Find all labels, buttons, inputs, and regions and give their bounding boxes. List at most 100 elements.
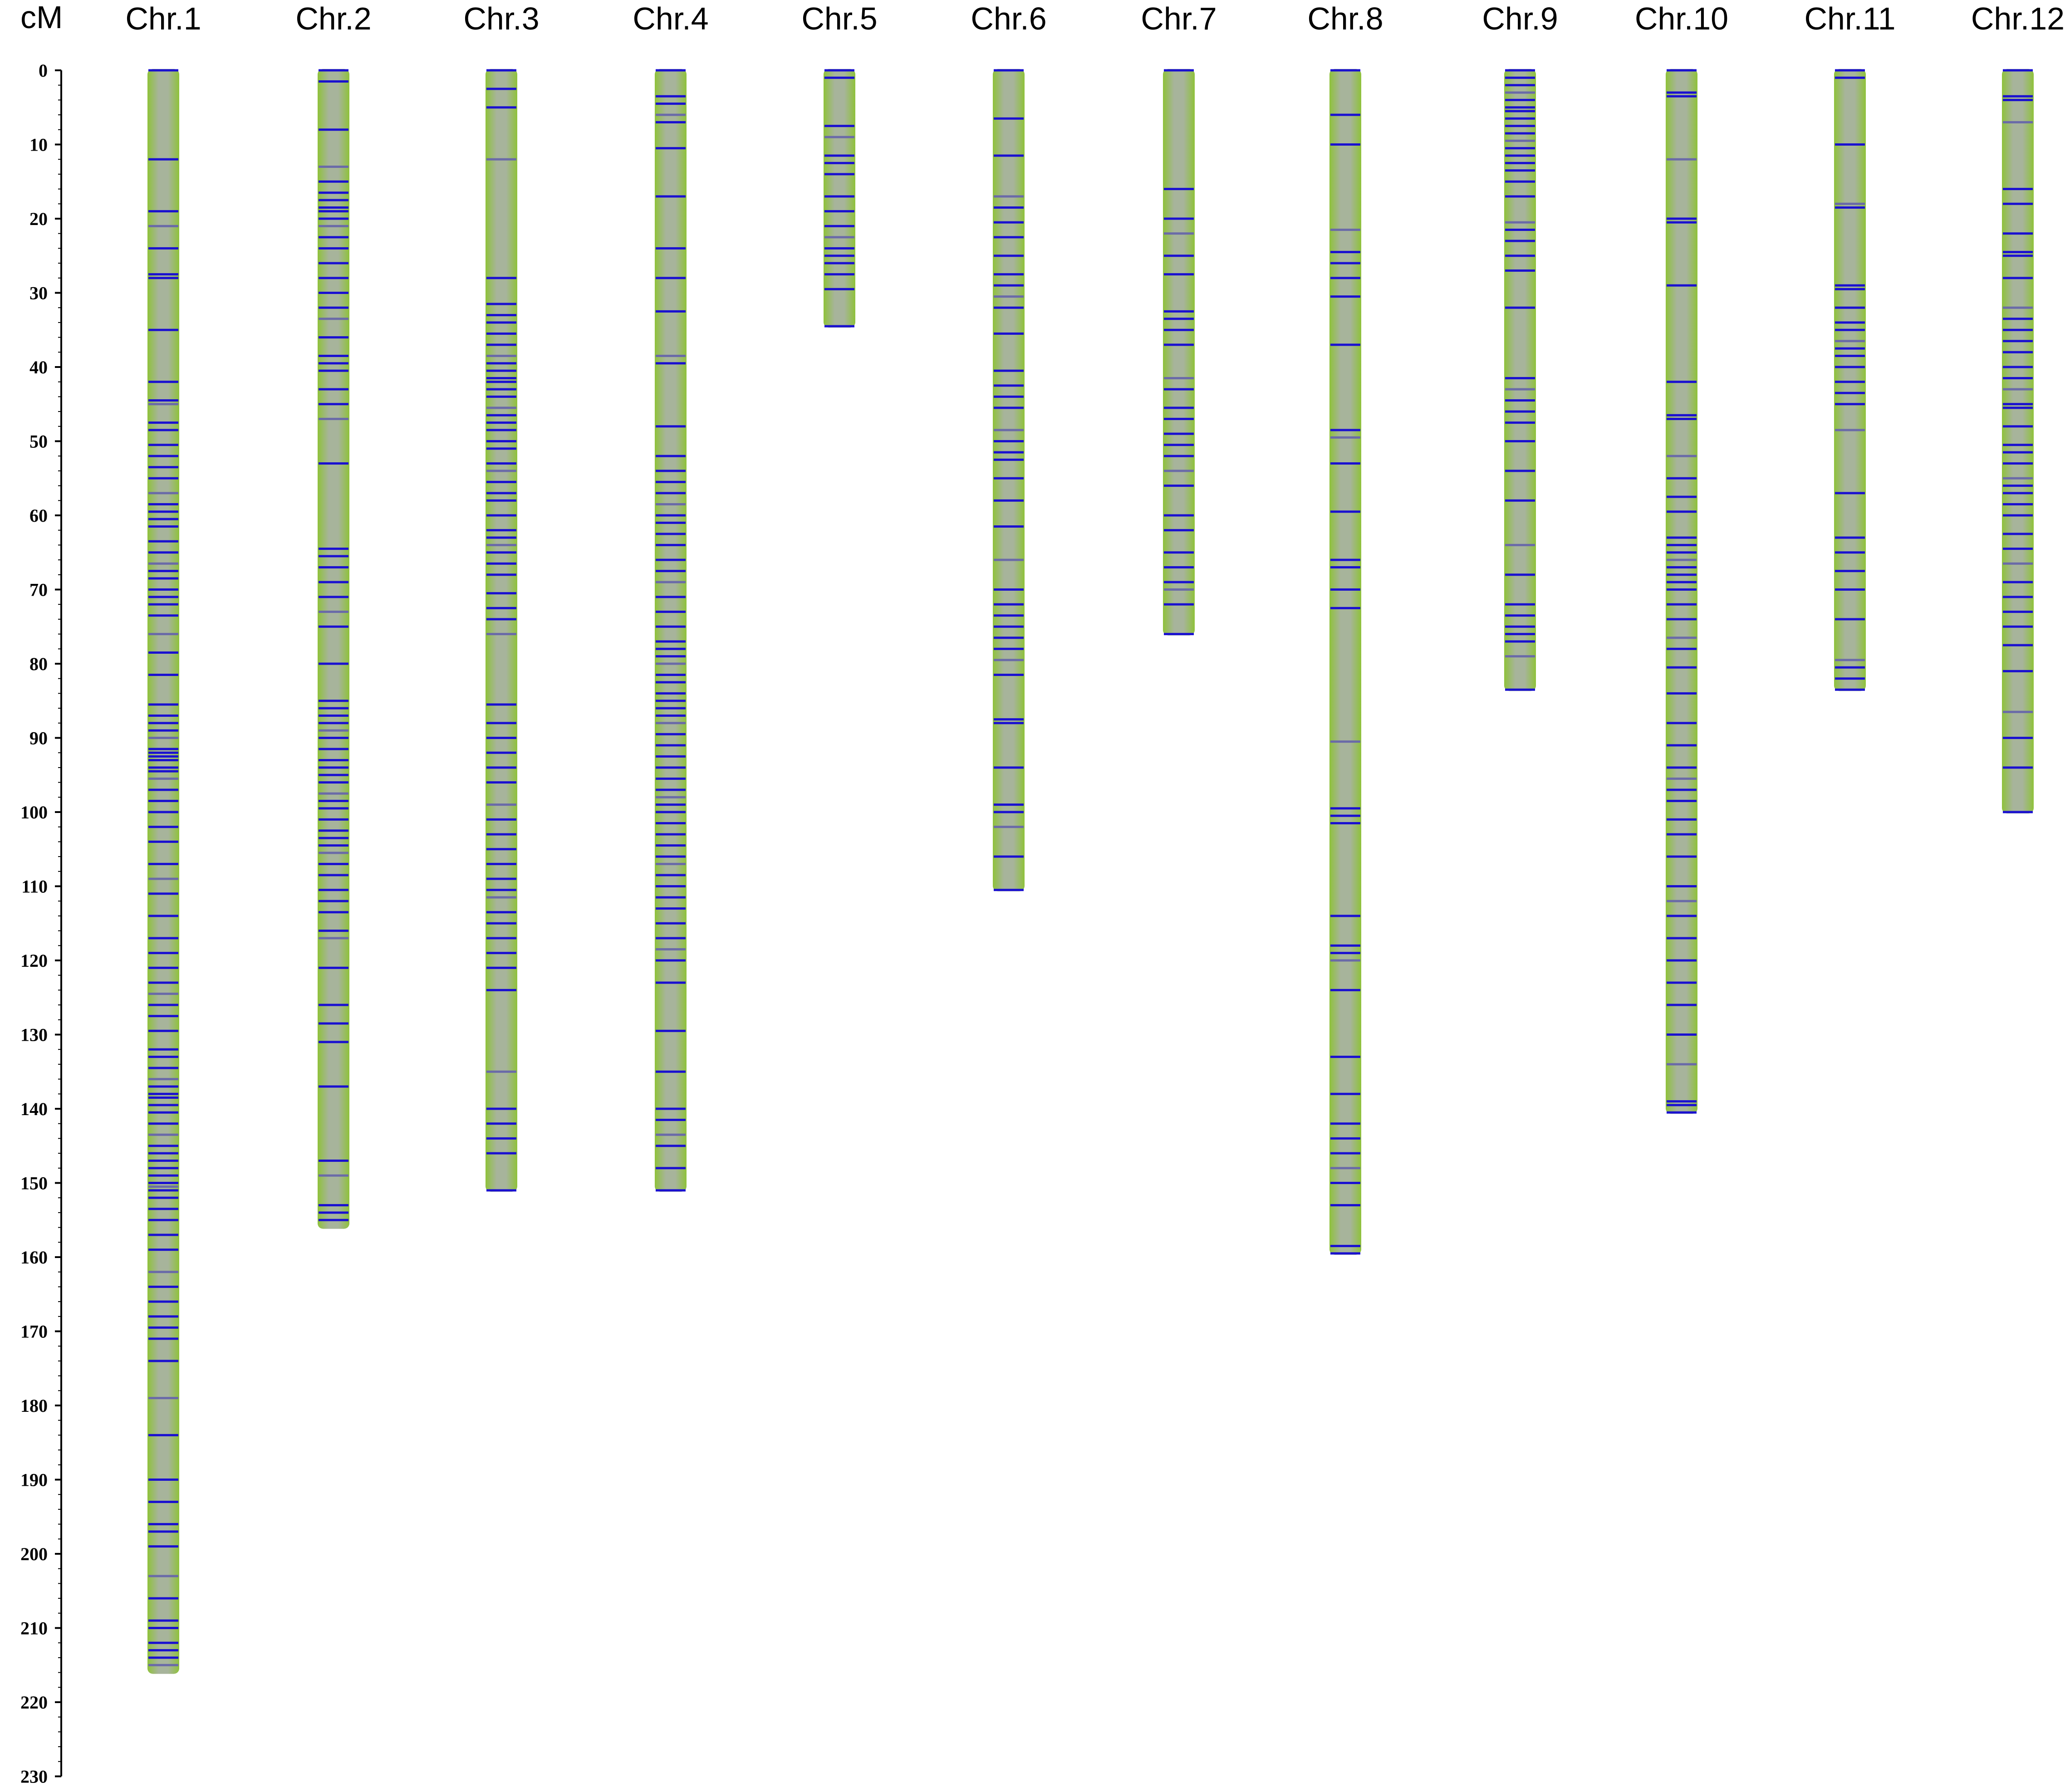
marker <box>319 748 348 750</box>
marker <box>319 1041 348 1043</box>
marker <box>319 362 348 365</box>
marker <box>1505 377 1535 380</box>
marker <box>148 703 178 706</box>
marker <box>486 354 516 357</box>
marker <box>486 751 516 754</box>
marker <box>148 1078 178 1081</box>
marker <box>656 707 686 710</box>
marker <box>148 651 178 654</box>
marker <box>319 548 348 550</box>
marker <box>148 981 178 984</box>
marker <box>486 514 516 517</box>
marker <box>2003 444 2033 446</box>
marker <box>656 855 686 858</box>
marker <box>1505 125 1535 127</box>
marker <box>1667 981 1697 984</box>
marker <box>656 195 686 198</box>
marker <box>656 862 686 865</box>
marker <box>148 1234 178 1236</box>
marker <box>2003 644 2033 646</box>
marker <box>1835 206 1865 209</box>
marker <box>1835 306 1865 309</box>
marker <box>319 1085 348 1088</box>
marker <box>656 1107 686 1110</box>
marker <box>2003 514 2033 517</box>
marker <box>1505 110 1535 113</box>
marker <box>148 1300 178 1303</box>
marker <box>319 292 348 294</box>
marker <box>824 76 854 79</box>
marker <box>486 803 516 806</box>
marker <box>319 354 348 357</box>
marker <box>1330 1252 1360 1255</box>
marker <box>824 69 854 72</box>
marker <box>1505 603 1535 606</box>
marker <box>1330 462 1360 465</box>
marker <box>1164 566 1194 568</box>
marker <box>824 210 854 213</box>
marker <box>319 262 348 264</box>
marker <box>656 1133 686 1136</box>
chromosome-10 <box>1666 69 1697 1114</box>
axis-tick-label: 60 <box>29 505 48 526</box>
marker <box>1667 551 1697 554</box>
marker <box>1667 1063 1697 1066</box>
marker <box>656 681 686 684</box>
marker <box>656 362 686 365</box>
marker <box>656 570 686 573</box>
marker <box>486 536 516 539</box>
marker <box>656 611 686 613</box>
marker <box>148 766 178 769</box>
marker <box>994 855 1024 858</box>
marker <box>148 1397 178 1400</box>
marker <box>656 1070 686 1073</box>
marker <box>1164 273 1194 276</box>
marker <box>994 811 1024 813</box>
marker <box>2003 670 2033 672</box>
marker <box>486 703 516 706</box>
marker <box>319 707 348 710</box>
chromosome-body <box>486 69 517 1192</box>
marker <box>486 470 516 472</box>
marker <box>148 1015 178 1018</box>
marker <box>2003 766 2033 769</box>
marker <box>656 354 686 357</box>
marker <box>486 633 516 636</box>
marker <box>656 981 686 984</box>
marker <box>1164 406 1194 409</box>
marker <box>2003 351 2033 353</box>
chromosome-bars <box>147 69 2034 1674</box>
marker <box>824 154 854 157</box>
chromosome-body <box>318 69 349 1229</box>
marker <box>1667 536 1697 539</box>
marker <box>148 1159 178 1162</box>
marker <box>1835 403 1865 406</box>
marker <box>824 255 854 257</box>
marker <box>656 1189 686 1192</box>
marker <box>486 781 516 784</box>
marker <box>148 1104 178 1107</box>
marker <box>994 255 1024 257</box>
marker <box>148 1271 178 1273</box>
marker <box>486 737 516 739</box>
marker <box>148 570 178 573</box>
marker <box>148 247 178 250</box>
marker <box>486 414 516 416</box>
marker <box>656 907 686 910</box>
marker <box>319 180 348 183</box>
marker <box>2003 485 2033 487</box>
marker <box>319 781 348 784</box>
marker <box>319 199 348 201</box>
marker <box>1330 740 1360 743</box>
marker <box>824 325 854 328</box>
marker <box>1505 499 1535 502</box>
marker <box>148 588 178 591</box>
marker <box>148 1501 178 1503</box>
marker <box>486 722 516 725</box>
marker <box>1835 659 1865 661</box>
axis-tick-label: 120 <box>20 950 48 971</box>
marker <box>319 566 348 568</box>
marker <box>1505 195 1535 198</box>
marker <box>656 692 686 695</box>
marker <box>656 503 686 505</box>
